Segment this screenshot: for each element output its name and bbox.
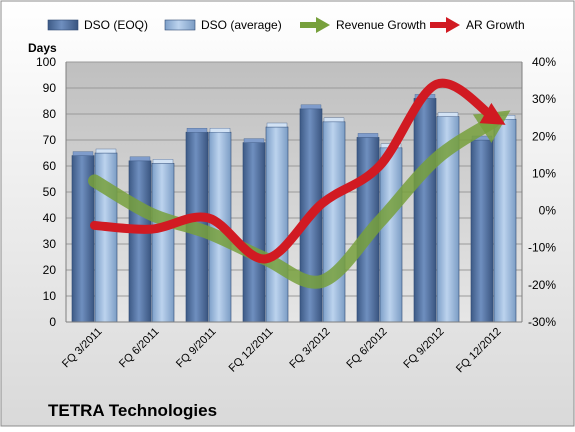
bar-dso-eoq: [413, 98, 437, 323]
bar-top-cap: [243, 138, 265, 143]
bar-dso-average: [265, 126, 289, 323]
y-tick-label: 20: [43, 263, 57, 277]
bar-top-cap: [95, 148, 117, 154]
ar-growth-line: [90, 78, 506, 264]
legend-label: AR Growth: [466, 18, 525, 32]
y2-tick-label: -30%: [528, 315, 556, 329]
line-series-group: [88, 78, 511, 289]
bar-dso-eoq: [470, 139, 494, 323]
bar-top-cap: [266, 122, 288, 128]
legend-arrow-icon: [316, 17, 330, 33]
y2-tick-label: 40%: [532, 55, 556, 69]
bar-top-cap: [300, 104, 322, 110]
bar-dso-average: [322, 121, 346, 323]
y-tick-label: 30: [43, 237, 57, 251]
y-tick-label: 40: [43, 211, 57, 225]
y2-tick-label: 30%: [532, 92, 556, 106]
bar-top-cap: [72, 151, 94, 156]
bar-dso-average: [493, 118, 517, 323]
bar-series-group: [71, 94, 517, 323]
bar-top-cap: [323, 117, 345, 123]
y-tick-label: 60: [43, 159, 57, 173]
y-tick-label: 0: [49, 315, 56, 329]
bar-dso-eoq: [128, 160, 152, 323]
revenue-growth-line: [88, 110, 511, 289]
bar-top-cap: [152, 159, 174, 164]
legend-label: DSO (average): [201, 18, 282, 32]
bar-top-cap: [129, 156, 151, 162]
legend-swatch: [164, 19, 196, 31]
legend-arrow-icon: [446, 17, 460, 33]
y-tick-label: 10: [43, 289, 57, 303]
y2-tick-label: 20%: [532, 129, 556, 143]
y-tick-label: 100: [36, 55, 56, 69]
y-tick-label: 80: [43, 107, 57, 121]
bar-dso-average: [151, 163, 175, 323]
bar-dso-average: [379, 147, 403, 323]
legend-swatch: [47, 19, 79, 31]
y2-tick-label: -20%: [528, 278, 556, 292]
bar-top-cap: [357, 133, 379, 138]
bar-top-cap: [437, 112, 459, 117]
y-tick-label: 50: [43, 185, 57, 199]
bar-dso-eoq: [242, 142, 266, 323]
y-axis-label: Days: [28, 41, 57, 55]
y2-tick-label: 0%: [539, 204, 557, 218]
y-tick-label: 70: [43, 133, 57, 147]
y-tick-label: 90: [43, 81, 57, 95]
chart-title: TETRA Technologies: [48, 401, 217, 420]
y2-tick-label: 10%: [532, 166, 556, 180]
bar-top-cap: [209, 127, 231, 133]
bar-top-cap: [186, 127, 208, 133]
legend: DSO (EOQ) DSO (average) Revenue Growth AR G…: [47, 17, 525, 33]
legend-label: DSO (EOQ): [84, 18, 148, 32]
y2-tick-label: -10%: [528, 241, 556, 255]
legend-label: Revenue Growth: [336, 18, 426, 32]
